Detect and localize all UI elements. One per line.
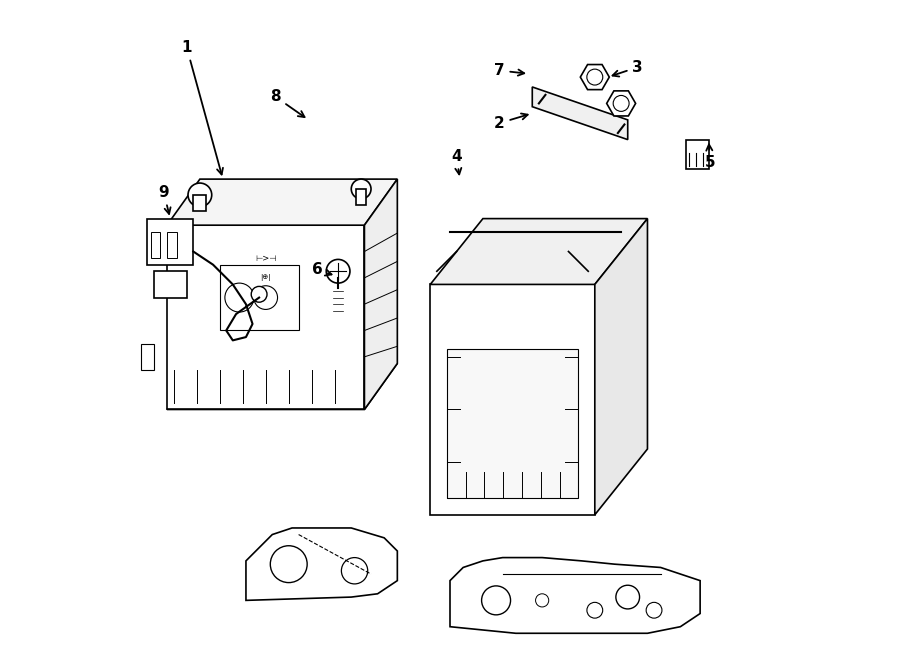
Bar bbox=[140, 344, 154, 370]
Text: 7: 7 bbox=[494, 63, 524, 78]
Text: 5: 5 bbox=[705, 144, 716, 170]
Bar bbox=[150, 232, 160, 258]
Polygon shape bbox=[450, 558, 700, 633]
Circle shape bbox=[327, 259, 350, 283]
Bar bbox=[194, 195, 206, 212]
Text: ⊢>⊣: ⊢>⊣ bbox=[255, 254, 276, 262]
Bar bbox=[446, 348, 579, 498]
Bar bbox=[686, 139, 708, 169]
Text: 3: 3 bbox=[613, 59, 643, 77]
Text: 1: 1 bbox=[182, 40, 223, 175]
Circle shape bbox=[188, 183, 212, 207]
Bar bbox=[148, 219, 194, 264]
Text: 4: 4 bbox=[451, 149, 462, 175]
Text: |⊕|: |⊕| bbox=[260, 274, 271, 282]
Circle shape bbox=[351, 179, 371, 199]
Polygon shape bbox=[580, 65, 609, 90]
Polygon shape bbox=[430, 284, 595, 515]
Bar bbox=[167, 232, 176, 258]
Text: 8: 8 bbox=[270, 89, 304, 117]
Polygon shape bbox=[607, 91, 635, 116]
Text: 2: 2 bbox=[494, 114, 527, 131]
Polygon shape bbox=[430, 219, 647, 284]
Text: 9: 9 bbox=[158, 185, 171, 214]
Bar bbox=[220, 264, 299, 330]
Circle shape bbox=[251, 286, 267, 302]
Bar bbox=[356, 189, 366, 206]
Polygon shape bbox=[532, 87, 627, 139]
Polygon shape bbox=[167, 225, 364, 409]
Polygon shape bbox=[364, 179, 397, 409]
Bar bbox=[154, 271, 186, 297]
Polygon shape bbox=[246, 528, 397, 600]
Polygon shape bbox=[167, 179, 397, 225]
Text: 6: 6 bbox=[311, 262, 331, 278]
Polygon shape bbox=[595, 219, 647, 515]
